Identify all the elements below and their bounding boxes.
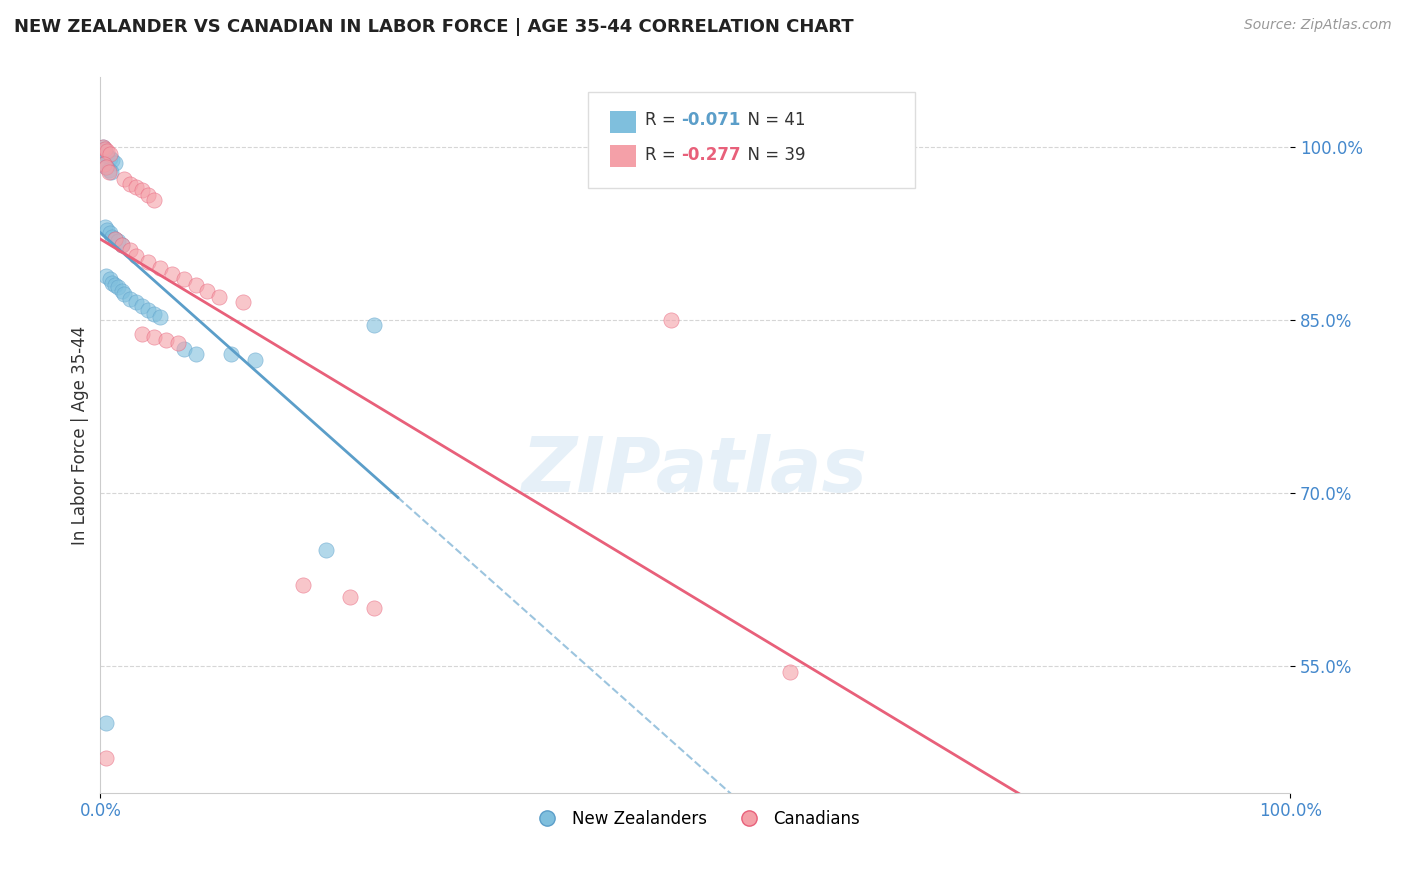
Text: R =: R = [645, 145, 682, 164]
Point [97, 165, 120, 179]
Point [136, 303, 159, 318]
Point [94, 220, 117, 235]
Point [142, 307, 165, 321]
Point [149, 260, 172, 275]
Point [111, 237, 134, 252]
Point [96, 161, 118, 175]
Point [779, 665, 801, 679]
Legend: New Zealanders, Canadians: New Zealanders, Canadians [523, 803, 868, 834]
Point [363, 601, 385, 615]
Point [100, 165, 122, 179]
Y-axis label: In Labor Force | Age 35-44: In Labor Force | Age 35-44 [72, 326, 89, 545]
Point [96, 716, 118, 731]
Point [120, 177, 142, 191]
Point [120, 244, 142, 258]
Text: N = 41: N = 41 [737, 112, 806, 129]
Point [104, 156, 127, 170]
Bar [610, 112, 636, 133]
Point [160, 267, 183, 281]
Point [93, 157, 115, 171]
Point [96, 223, 118, 237]
Point [101, 153, 124, 168]
Text: NEW ZEALANDER VS CANADIAN IN LABOR FORCE | AGE 35-44 CORRELATION CHART: NEW ZEALANDER VS CANADIAN IN LABOR FORCE… [14, 18, 853, 36]
Point [98, 272, 121, 286]
Point [104, 232, 127, 246]
Point [136, 255, 159, 269]
Point [173, 272, 195, 286]
Point [101, 276, 124, 290]
Point [112, 172, 135, 186]
Text: Source: ZipAtlas.com: Source: ZipAtlas.com [1244, 18, 1392, 32]
Point [112, 287, 135, 301]
Text: -0.071: -0.071 [681, 112, 741, 129]
Point [93, 142, 115, 156]
Point [173, 342, 195, 356]
Point [120, 292, 142, 306]
Point [96, 751, 118, 765]
Point [107, 234, 129, 248]
Point [96, 149, 118, 163]
Point [155, 334, 177, 348]
Point [98, 226, 121, 240]
Point [197, 284, 219, 298]
Point [243, 353, 266, 368]
Point [142, 193, 165, 207]
Point [104, 232, 127, 246]
FancyBboxPatch shape [588, 92, 915, 188]
Point [184, 347, 207, 361]
Text: ZIPatlas: ZIPatlas [522, 434, 869, 508]
Point [93, 157, 115, 171]
Point [363, 318, 385, 333]
Point [125, 249, 148, 263]
Point [96, 145, 118, 159]
Point [131, 299, 153, 313]
Text: R =: R = [645, 112, 682, 129]
Point [131, 326, 153, 341]
Point [219, 347, 242, 361]
Point [96, 161, 118, 175]
Bar [610, 145, 636, 167]
Point [166, 335, 188, 350]
Text: N = 39: N = 39 [737, 145, 806, 164]
Point [98, 151, 121, 165]
Point [111, 237, 134, 252]
Point [131, 184, 153, 198]
Point [101, 229, 124, 244]
Point [125, 180, 148, 194]
Point [91, 139, 114, 153]
Point [91, 139, 114, 153]
Point [98, 146, 121, 161]
Point [125, 295, 148, 310]
Point [339, 590, 361, 604]
Point [107, 280, 129, 294]
Point [111, 284, 134, 298]
Point [208, 290, 231, 304]
Point [136, 188, 159, 202]
Point [232, 295, 254, 310]
Point [184, 278, 207, 293]
Text: -0.277: -0.277 [681, 145, 741, 164]
Point [94, 145, 117, 159]
Point [315, 543, 337, 558]
Point [96, 268, 118, 283]
Point [104, 278, 127, 293]
Point [94, 142, 117, 156]
Point [142, 330, 165, 344]
Point [149, 310, 172, 325]
Point [96, 146, 118, 161]
Point [661, 312, 683, 326]
Point [291, 578, 314, 592]
Point [97, 162, 120, 177]
